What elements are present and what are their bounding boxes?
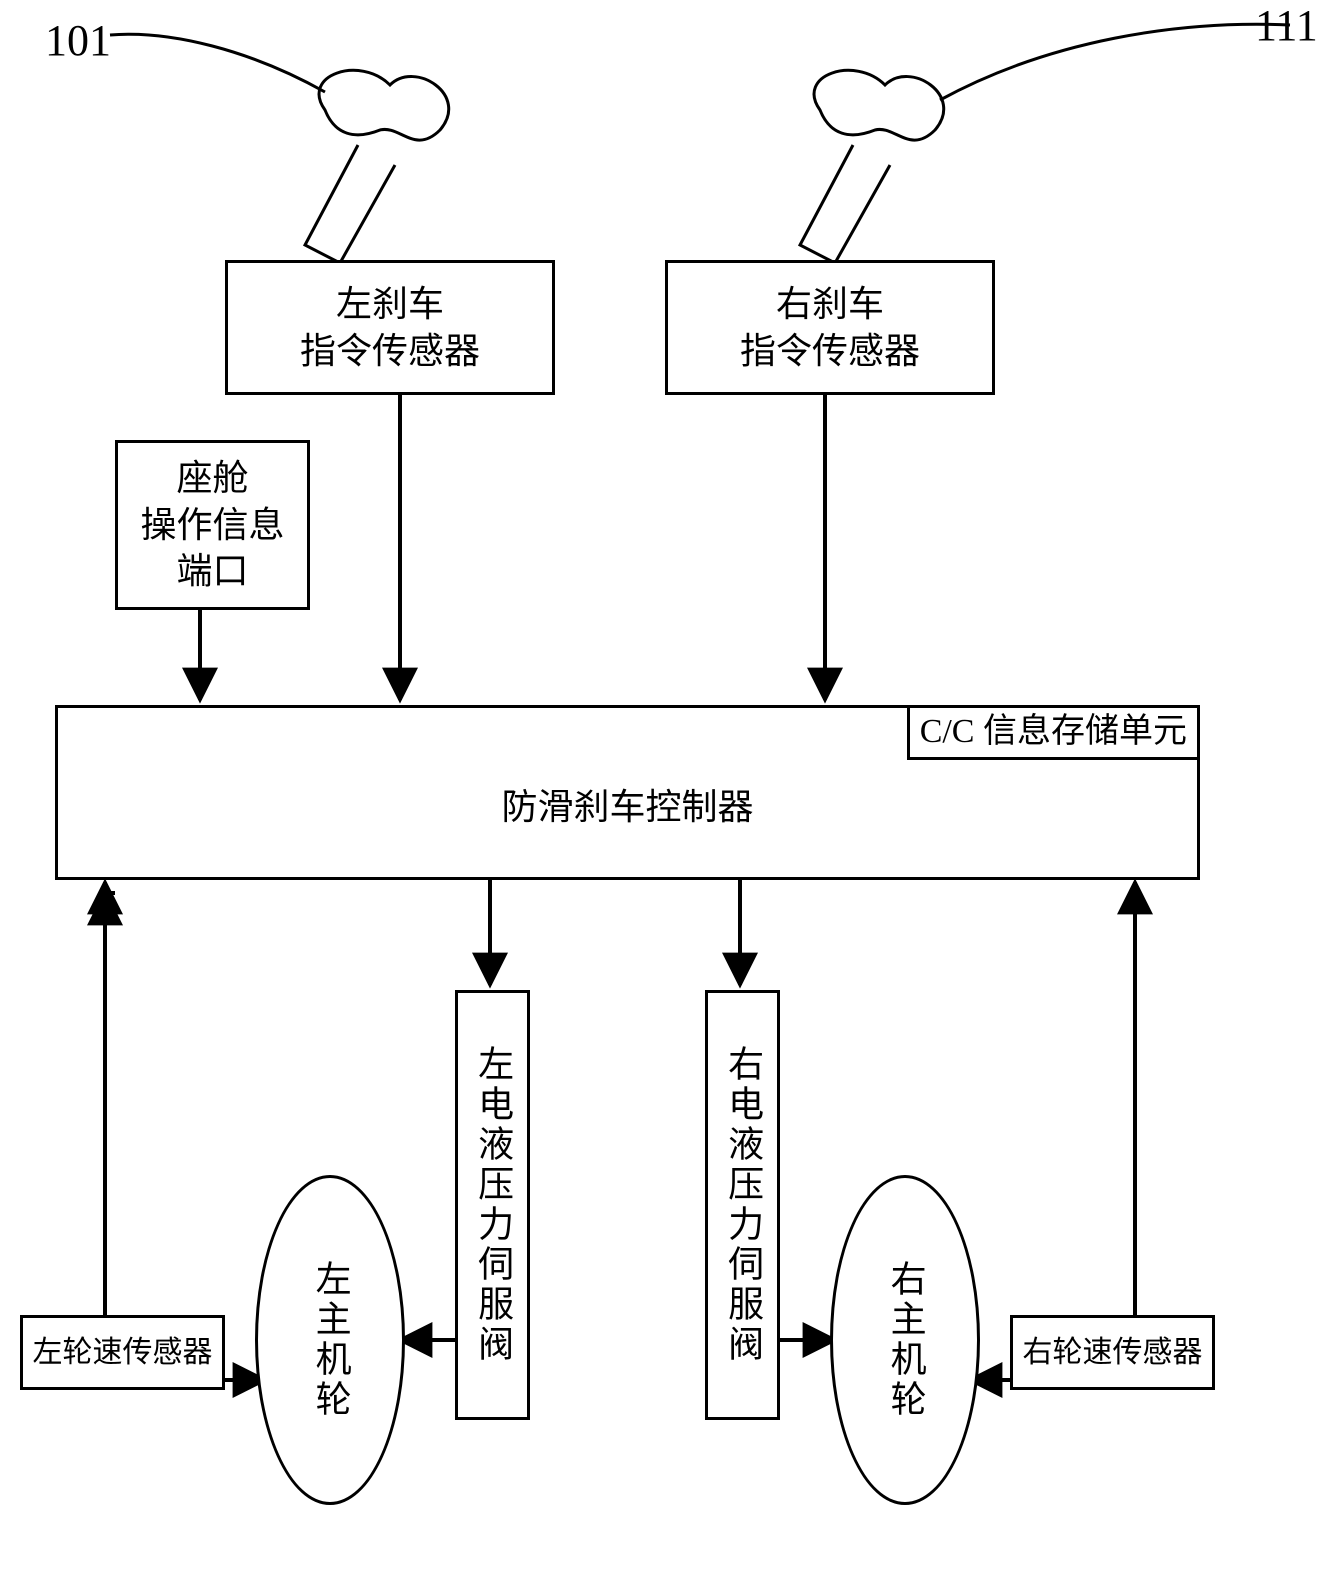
cc-storage-unit: C/C 信息存储单元 (907, 705, 1200, 760)
brake-system-diagram: 101 111 左刹车 指令传感器 右刹车 指令传感器 座舱 操作信息 端口 防… (0, 0, 1330, 1583)
right-servo-valve: 右电液压力伺服阀 (705, 990, 780, 1420)
right-lever-icon (800, 24, 1290, 263)
controller-title: 防滑刹车控制器 (501, 784, 753, 831)
left-lever-icon (110, 34, 449, 263)
ref-label-101: 101 (45, 15, 111, 66)
right-brake-cmd-sensor: 右刹车 指令传感器 (665, 260, 995, 395)
right-wheel-speed-sensor: 右轮速传感器 (1010, 1315, 1215, 1390)
left-brake-cmd-sensor: 左刹车 指令传感器 (225, 260, 555, 395)
right-servo-valve-label: 右电液压力伺服阀 (721, 1045, 764, 1365)
ref-label-111: 111 (1255, 0, 1318, 51)
left-main-wheel-label: 左主机轮 (308, 1260, 351, 1420)
right-main-wheel: 右主机轮 (830, 1175, 980, 1505)
cockpit-info-port: 座舱 操作信息 端口 (115, 440, 310, 610)
left-main-wheel: 左主机轮 (255, 1175, 405, 1505)
left-wheel-speed-sensor: 左轮速传感器 (20, 1315, 225, 1390)
left-servo-valve: 左电液压力伺服阀 (455, 990, 530, 1420)
left-servo-valve-label: 左电液压力伺服阀 (471, 1045, 514, 1365)
right-main-wheel-label: 右主机轮 (883, 1260, 926, 1420)
antiskid-controller: 防滑刹车控制器 C/C 信息存储单元 (55, 705, 1200, 880)
